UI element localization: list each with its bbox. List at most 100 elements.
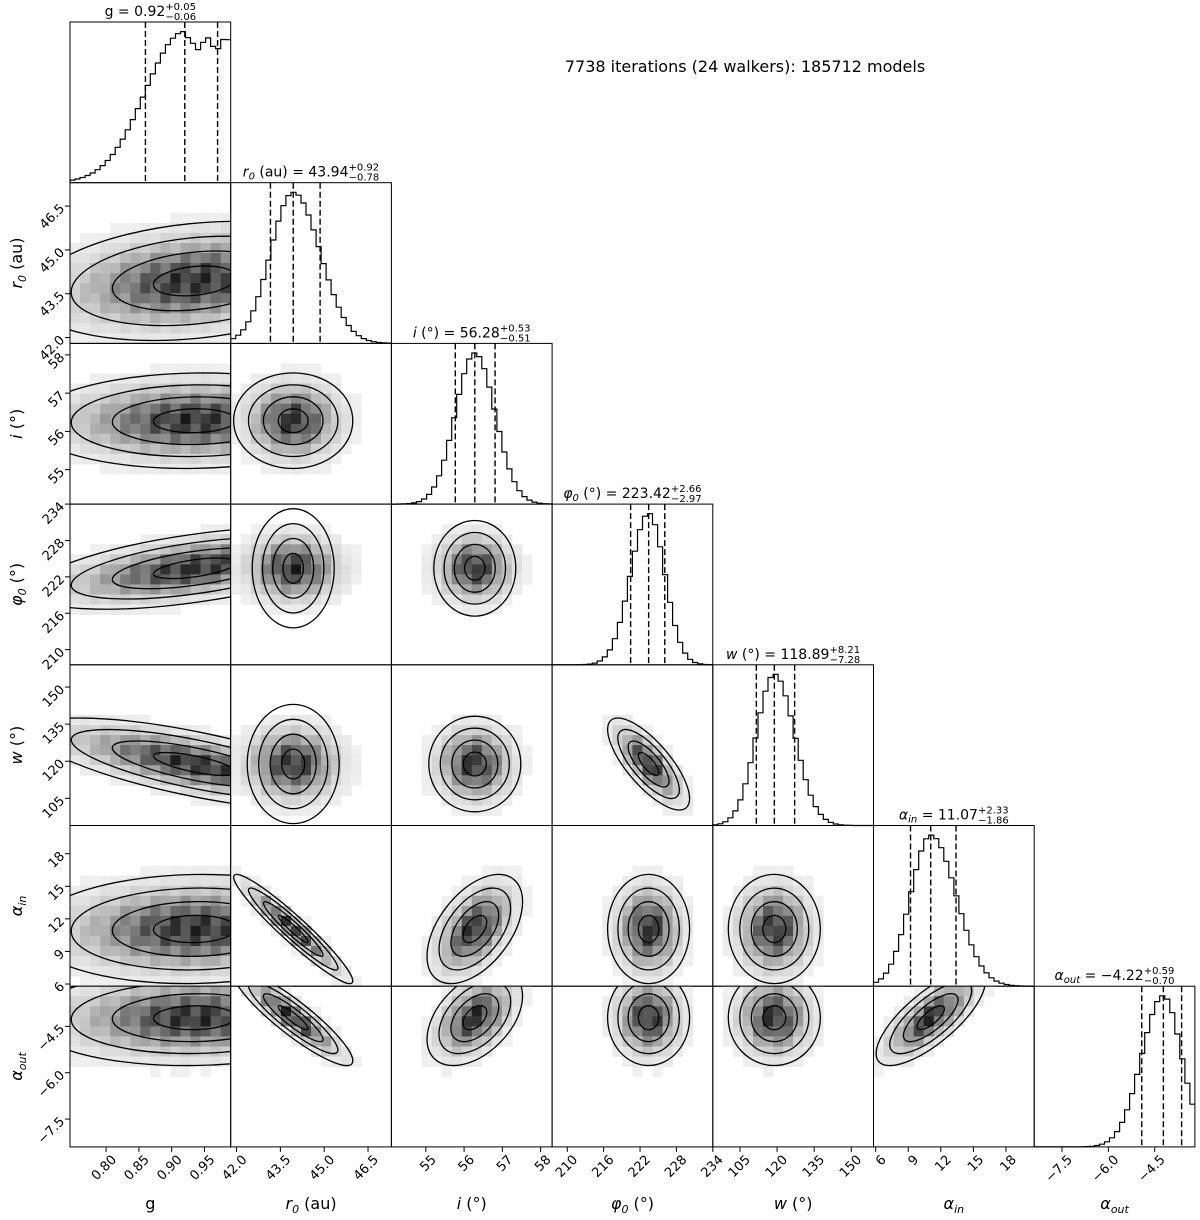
density-cell [672, 966, 683, 977]
histogram-w [712, 673, 874, 827]
density-cell [230, 875, 242, 887]
density-cell [140, 413, 151, 425]
density-cell [100, 895, 111, 907]
density-cell [321, 423, 332, 435]
density-cell [100, 303, 111, 314]
density-cell [90, 574, 101, 585]
density-cell [180, 253, 191, 264]
density-cell [90, 263, 101, 274]
density-cell [270, 584, 282, 595]
density-cell [280, 785, 292, 796]
density-cell [632, 775, 643, 786]
density-cell [471, 805, 483, 816]
density-cell [793, 915, 804, 927]
contour-level-4 [606, 873, 691, 985]
density-cell [471, 1056, 483, 1067]
density-cell [170, 212, 181, 224]
density-cell [200, 755, 211, 766]
density-cell [180, 584, 191, 595]
density-cell [471, 986, 483, 997]
density-cell [321, 554, 332, 565]
density-cell [230, 413, 242, 425]
density-cell [170, 966, 181, 977]
contour-level-3 [247, 384, 339, 458]
density-cell [602, 715, 613, 726]
density-cell [522, 986, 533, 997]
density-cell [150, 735, 161, 746]
contour-level-3 [617, 728, 680, 800]
density-cell [200, 463, 211, 475]
density-cell [672, 765, 683, 776]
density-cell [441, 745, 452, 756]
density-cell [70, 755, 81, 766]
contour-level-4 [246, 703, 340, 825]
density-cell [511, 775, 523, 786]
density-cell [170, 1046, 181, 1057]
density-cell [260, 755, 272, 766]
contour-level-1 [463, 555, 486, 581]
density-cell [220, 905, 231, 917]
density-cell [190, 996, 201, 1007]
density-cell [441, 986, 452, 997]
density-cell [280, 1016, 292, 1027]
density-cell [491, 534, 503, 545]
density-cell [90, 333, 101, 344]
density-cell [311, 524, 322, 535]
density-cell [291, 423, 302, 435]
density-cell [763, 865, 774, 877]
density-cell [783, 966, 794, 977]
density-cell [753, 1016, 764, 1027]
density-cell [170, 363, 181, 374]
density-cell [100, 544, 111, 555]
panel-frame [69, 21, 232, 184]
density-cell [140, 865, 151, 877]
density-cell [622, 1046, 633, 1057]
density-layer [602, 986, 694, 1077]
density-cell [230, 735, 242, 746]
density-cell [130, 966, 141, 977]
density-cell [331, 544, 342, 555]
density-cell [642, 956, 653, 967]
density-cell [311, 574, 322, 585]
density-cell [240, 564, 252, 575]
density-cell [230, 423, 242, 435]
density-cell [652, 925, 663, 937]
density-cell [260, 715, 272, 726]
density-cell [491, 956, 503, 967]
density-cell [742, 986, 754, 997]
density-cell [150, 594, 161, 605]
density-cell [441, 594, 452, 605]
x-axis-label-w-suffix: (°) [787, 1194, 813, 1213]
density-cell [150, 1006, 161, 1017]
contour-level-3 [439, 727, 510, 801]
density-cell [291, 574, 302, 585]
density-cell [240, 383, 252, 394]
density-cell [481, 956, 493, 967]
density-cell [150, 373, 161, 384]
density-cell [200, 534, 211, 545]
density-cell [230, 574, 242, 585]
density-cell [351, 403, 362, 415]
density-cell [803, 885, 814, 897]
density-cell [311, 785, 322, 796]
density-cell [753, 936, 764, 947]
density-cell [441, 785, 452, 796]
density-cell [732, 946, 744, 957]
density-cell [632, 946, 643, 957]
density-cell [341, 443, 352, 455]
density-cell [893, 1006, 904, 1017]
density-cell [431, 725, 442, 736]
density-cell [321, 383, 332, 394]
density-cell [331, 765, 342, 776]
density-cell [260, 554, 272, 565]
density-cell [803, 895, 814, 907]
density-cell [130, 222, 141, 234]
density-cell [140, 875, 151, 887]
density-cell [210, 212, 221, 224]
density-cell [260, 1006, 272, 1017]
density-cell [793, 966, 804, 977]
density-cell [461, 745, 473, 756]
density-cell [180, 996, 191, 1007]
density-cell [491, 584, 503, 595]
density-cell [652, 936, 663, 947]
